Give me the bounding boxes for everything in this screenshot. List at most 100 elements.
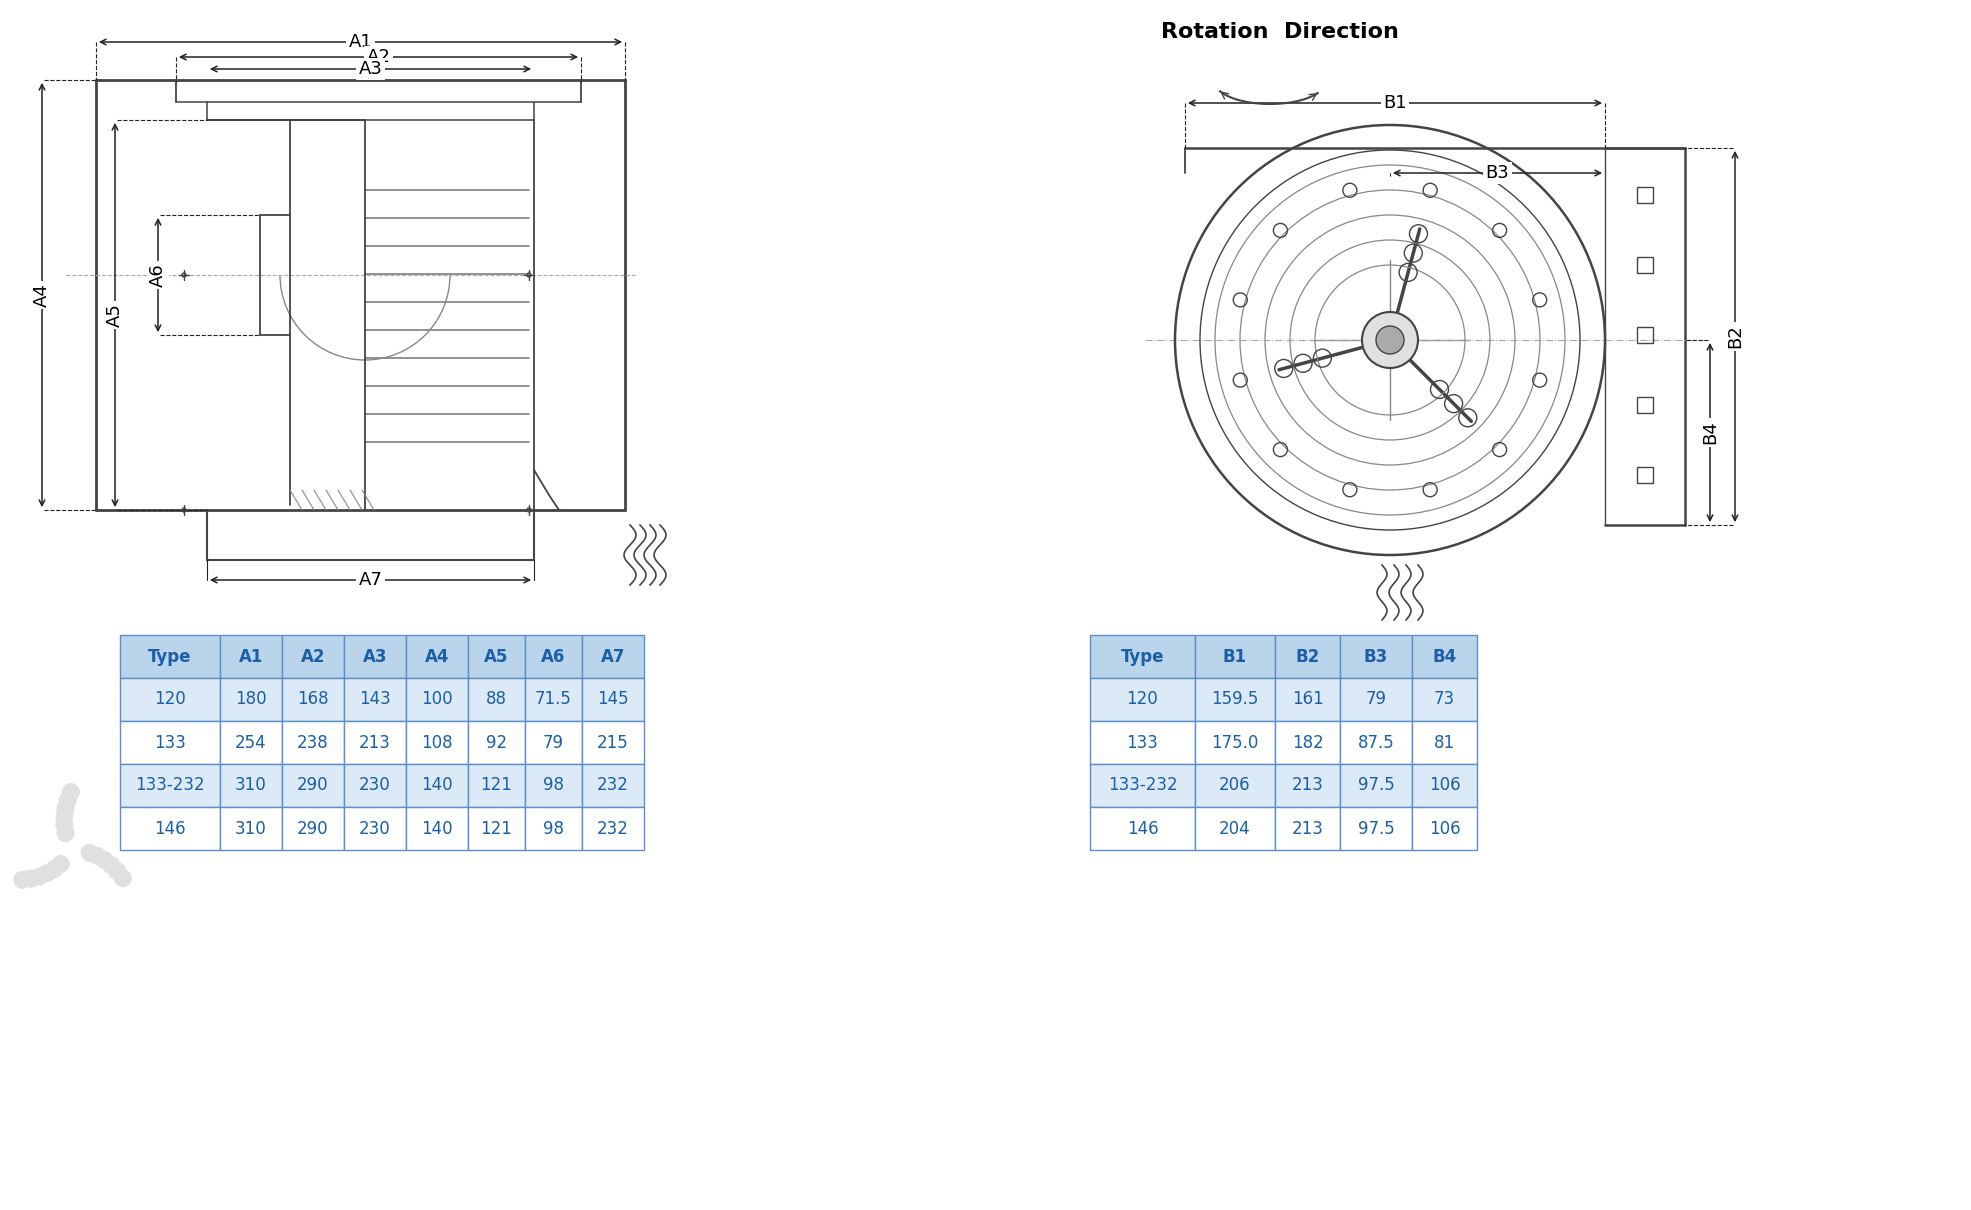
Text: 106: 106 <box>1429 777 1461 795</box>
Bar <box>345 721 406 764</box>
Text: B3: B3 <box>1364 647 1388 666</box>
Text: 92: 92 <box>487 733 507 751</box>
Bar <box>1638 467 1654 483</box>
Bar <box>406 764 467 807</box>
Text: A6: A6 <box>150 263 168 287</box>
Text: B4: B4 <box>1701 421 1719 444</box>
Circle shape <box>51 855 69 872</box>
Text: A3: A3 <box>363 647 386 666</box>
Text: 215: 215 <box>597 733 629 751</box>
Text: 79: 79 <box>542 733 564 751</box>
Bar <box>221 678 282 721</box>
Text: 71.5: 71.5 <box>534 691 572 709</box>
Bar <box>524 807 581 849</box>
Bar <box>1194 678 1275 721</box>
Text: 100: 100 <box>422 691 453 709</box>
Bar <box>581 807 645 849</box>
Bar <box>1411 807 1476 849</box>
Bar <box>282 764 345 807</box>
Bar <box>524 721 581 764</box>
Text: 106: 106 <box>1429 819 1461 837</box>
Text: 290: 290 <box>298 819 329 837</box>
Text: 238: 238 <box>298 733 329 751</box>
Bar <box>1194 764 1275 807</box>
Circle shape <box>59 791 77 809</box>
Text: 97.5: 97.5 <box>1358 777 1393 795</box>
Text: 213: 213 <box>1291 777 1323 795</box>
Bar <box>221 807 282 849</box>
Bar <box>1411 764 1476 807</box>
Text: A1: A1 <box>349 33 373 51</box>
Text: 175.0: 175.0 <box>1212 733 1259 751</box>
Bar <box>1275 635 1340 678</box>
Bar <box>120 807 221 849</box>
Bar <box>1411 721 1476 764</box>
Text: A4: A4 <box>34 283 51 307</box>
Bar <box>345 764 406 807</box>
Text: 159.5: 159.5 <box>1212 691 1259 709</box>
Bar <box>1090 807 1194 849</box>
Text: 143: 143 <box>359 691 390 709</box>
Bar <box>1090 764 1194 807</box>
Text: 98: 98 <box>542 819 564 837</box>
Text: 87.5: 87.5 <box>1358 733 1393 751</box>
Bar <box>1638 188 1654 203</box>
Bar <box>1340 678 1411 721</box>
Text: 161: 161 <box>1291 691 1323 709</box>
Text: A7: A7 <box>601 647 625 666</box>
Bar <box>282 807 345 849</box>
Text: B2: B2 <box>1727 324 1744 348</box>
Circle shape <box>22 870 39 888</box>
Circle shape <box>89 847 106 865</box>
Text: 310: 310 <box>235 777 266 795</box>
Bar <box>345 807 406 849</box>
Bar <box>120 678 221 721</box>
Bar <box>581 678 645 721</box>
Circle shape <box>14 871 32 889</box>
Text: B2: B2 <box>1295 647 1321 666</box>
Bar <box>120 764 221 807</box>
Text: 180: 180 <box>235 691 266 709</box>
Bar <box>282 678 345 721</box>
Circle shape <box>55 808 73 826</box>
Bar <box>120 721 221 764</box>
Bar <box>1340 807 1411 849</box>
Bar <box>1090 721 1194 764</box>
Text: 146: 146 <box>1127 819 1159 837</box>
Bar <box>1340 764 1411 807</box>
Text: B1: B1 <box>1222 647 1248 666</box>
Text: 140: 140 <box>422 777 453 795</box>
Text: 120: 120 <box>1127 691 1159 709</box>
Text: B4: B4 <box>1433 647 1457 666</box>
Circle shape <box>1362 312 1417 368</box>
Text: A1: A1 <box>238 647 264 666</box>
Bar <box>406 721 467 764</box>
Circle shape <box>108 863 126 880</box>
Text: 97.5: 97.5 <box>1358 819 1393 837</box>
Text: B1: B1 <box>1384 94 1407 113</box>
Circle shape <box>114 869 132 887</box>
Bar <box>524 635 581 678</box>
Text: 120: 120 <box>154 691 185 709</box>
Text: 206: 206 <box>1220 777 1252 795</box>
Text: 232: 232 <box>597 819 629 837</box>
Bar <box>1275 807 1340 849</box>
Bar <box>467 807 524 849</box>
Text: A7: A7 <box>359 571 382 589</box>
Bar <box>1090 635 1194 678</box>
Text: 121: 121 <box>481 777 512 795</box>
Text: 108: 108 <box>422 733 453 751</box>
Circle shape <box>57 800 75 818</box>
Circle shape <box>55 816 73 834</box>
Text: 145: 145 <box>597 691 629 709</box>
Bar <box>1194 635 1275 678</box>
Bar <box>120 635 221 678</box>
Text: A5: A5 <box>106 302 124 327</box>
Text: 213: 213 <box>1291 819 1323 837</box>
Text: 121: 121 <box>481 819 512 837</box>
Bar <box>1275 678 1340 721</box>
Text: Type: Type <box>1121 647 1165 666</box>
Bar <box>467 721 524 764</box>
Text: 254: 254 <box>235 733 266 751</box>
Bar <box>1411 635 1476 678</box>
